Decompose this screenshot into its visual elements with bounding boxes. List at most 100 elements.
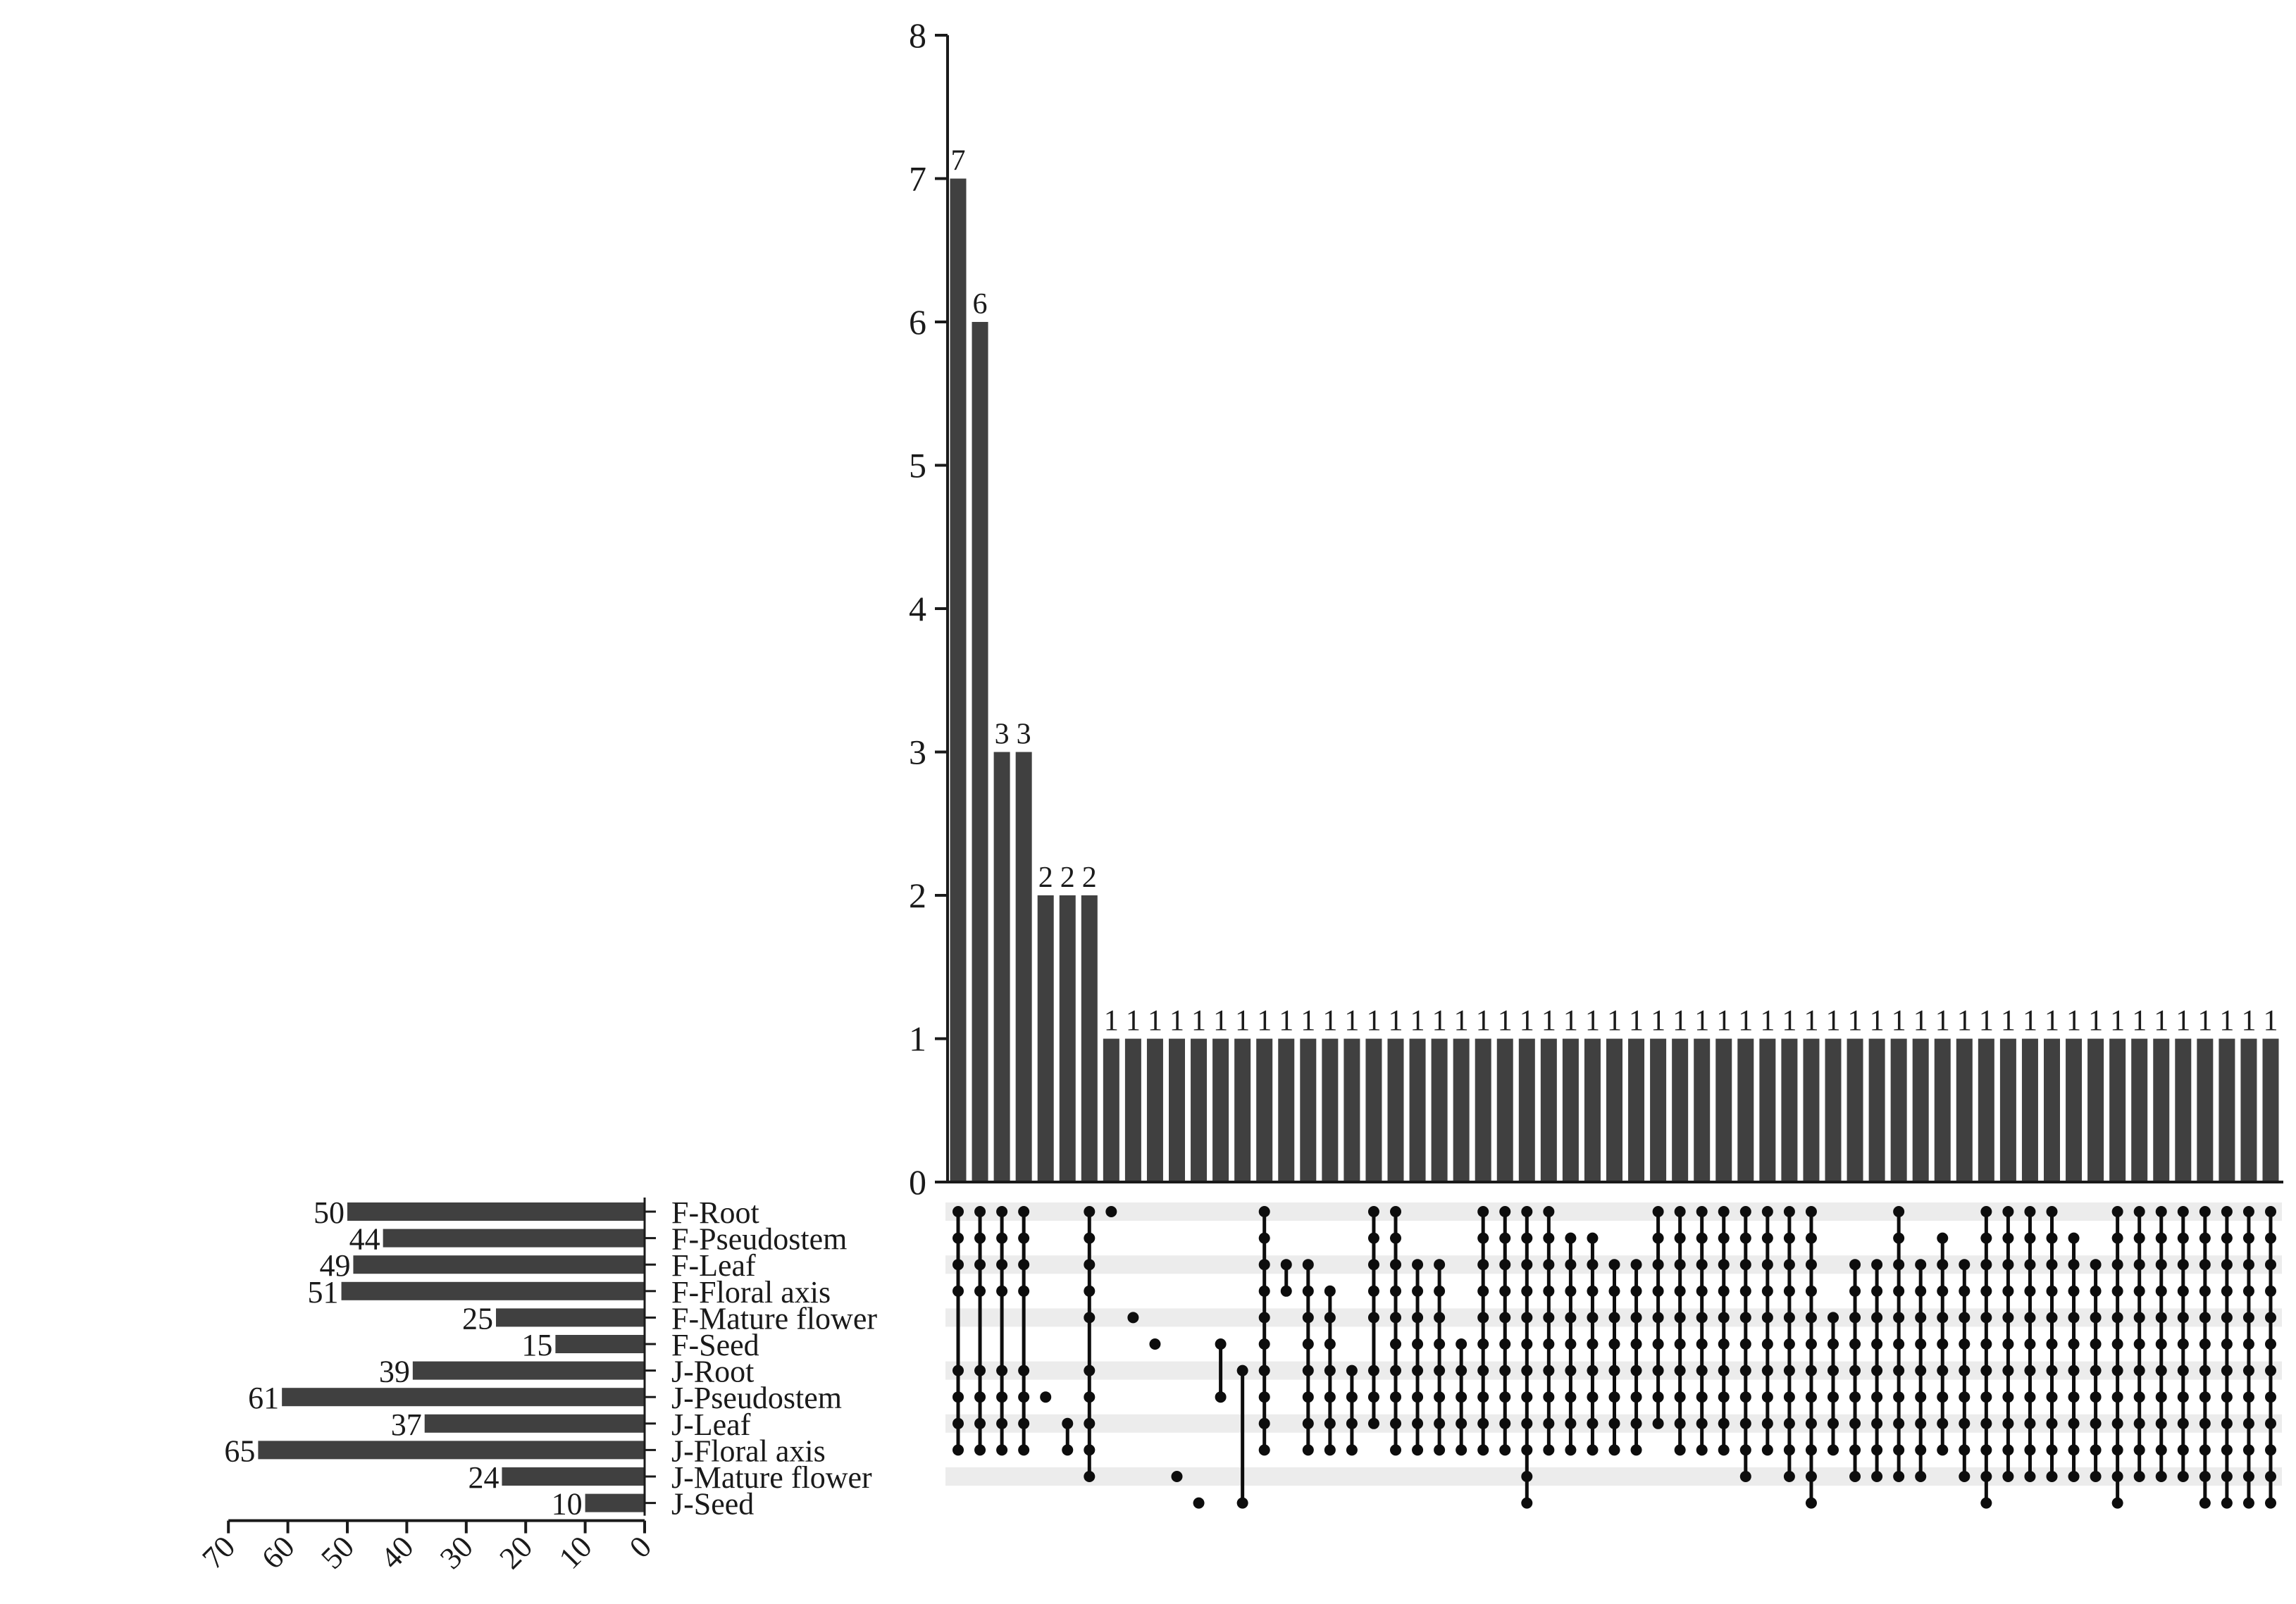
- set-size-bar: [555, 1335, 645, 1353]
- set-size-label: 25: [462, 1301, 493, 1336]
- matrix-dot: [1521, 1497, 1533, 1509]
- matrix-dot: [1324, 1391, 1336, 1403]
- matrix-dot: [1718, 1259, 1730, 1271]
- matrix-dot: [1127, 1312, 1139, 1324]
- intersection-bar: [1475, 1038, 1491, 1182]
- matrix-dot: [2068, 1312, 2080, 1324]
- intersection-bar: [2197, 1038, 2214, 1182]
- matrix-dot: [2221, 1444, 2233, 1456]
- matrix-dot: [1302, 1312, 1314, 1324]
- intersection-bar: [1409, 1038, 1426, 1182]
- matrix-dot: [1761, 1391, 1773, 1403]
- matrix-dot: [1521, 1312, 1533, 1324]
- matrix-dot: [1739, 1364, 1751, 1376]
- matrix-dot: [1805, 1259, 1817, 1271]
- matrix-dot: [1871, 1417, 1883, 1429]
- matrix-dot: [1959, 1417, 1971, 1429]
- intersection-bar: [1344, 1038, 1360, 1182]
- matrix-dot: [2024, 1338, 2036, 1350]
- intersection-bar-label: 1: [1104, 1005, 1119, 1038]
- intersection-bar-label: 1: [2197, 1005, 2212, 1038]
- matrix-dot: [2046, 1417, 2058, 1429]
- matrix-dot: [2111, 1259, 2123, 1271]
- intersection-bar-label: 1: [1520, 1005, 1534, 1038]
- intersection-bar: [1999, 1038, 2016, 1182]
- matrix-dot: [1828, 1364, 1839, 1376]
- matrix-dots: [952, 1206, 2276, 1509]
- intersection-bar-label: 1: [1344, 1005, 1359, 1038]
- y-tick-label: 6: [909, 302, 926, 342]
- matrix-dot: [1959, 1285, 1971, 1297]
- matrix-dot: [1805, 1338, 1817, 1350]
- matrix-dot: [1456, 1417, 1467, 1429]
- intersection-bar-label: 2: [1060, 862, 1075, 894]
- matrix-dot: [1499, 1364, 1511, 1376]
- matrix-dot: [1915, 1444, 1927, 1456]
- matrix-dot: [2242, 1285, 2254, 1297]
- intersection-bar: [1322, 1038, 1339, 1182]
- y-tick-label: 2: [909, 876, 926, 915]
- set-size-label: 61: [248, 1381, 279, 1415]
- matrix-dot: [1871, 1312, 1883, 1324]
- set-x-tick-label: 10: [552, 1529, 599, 1576]
- matrix-dot: [2133, 1444, 2145, 1456]
- intersection-bar-label: 1: [1848, 1005, 1863, 1038]
- intersection-bar-label: 1: [1935, 1005, 1950, 1038]
- matrix-dot: [1608, 1444, 1620, 1456]
- matrix-dot: [1761, 1338, 1773, 1350]
- matrix-dot: [1893, 1471, 1905, 1482]
- matrix-dot: [1477, 1206, 1489, 1217]
- matrix-dot: [1565, 1285, 1577, 1297]
- matrix-dot: [1499, 1259, 1511, 1271]
- matrix-dot: [1783, 1232, 1795, 1244]
- y-tick-label: 0: [909, 1162, 926, 1202]
- intersection-bar-label: 1: [1476, 1005, 1491, 1038]
- intersection-bar: [1694, 1038, 1711, 1182]
- matrix-dot: [2111, 1471, 2123, 1482]
- matrix-dot: [1062, 1444, 1074, 1456]
- matrix-dot: [2177, 1417, 2189, 1429]
- matrix-dot: [2046, 1312, 2058, 1324]
- matrix-dot: [1390, 1232, 1401, 1244]
- intersection-bar: [1146, 1038, 1163, 1182]
- matrix-dot: [1543, 1338, 1555, 1350]
- matrix-dot: [1696, 1259, 1708, 1271]
- matrix-dot: [2177, 1391, 2189, 1403]
- matrix-dot: [1718, 1444, 1730, 1456]
- matrix-dot: [2024, 1444, 2036, 1456]
- intersection-bar: [1169, 1038, 1185, 1182]
- matrix-dot: [1324, 1338, 1336, 1350]
- intersection-bar: [1278, 1038, 1295, 1182]
- set-name-j-floral-axis: J-Floral axis: [671, 1434, 826, 1468]
- matrix-dot: [2155, 1206, 2167, 1217]
- matrix-dot: [1587, 1417, 1599, 1429]
- matrix-dot: [1149, 1338, 1161, 1350]
- matrix-dot: [1084, 1232, 1096, 1244]
- matrix-dot: [1302, 1391, 1314, 1403]
- matrix-dot: [1236, 1364, 1248, 1376]
- matrix-dot: [1937, 1285, 1949, 1297]
- set-name-f-mature-flower: F-Mature flower: [671, 1301, 877, 1336]
- matrix-dot: [1674, 1232, 1686, 1244]
- matrix-dot: [952, 1417, 964, 1429]
- matrix-dot: [1105, 1206, 1117, 1217]
- matrix-dot: [1849, 1471, 1861, 1482]
- intersection-bar: [2175, 1038, 2192, 1182]
- matrix-dot: [1980, 1206, 1992, 1217]
- matrix-dot: [1674, 1417, 1686, 1429]
- matrix-dot: [2090, 1285, 2102, 1297]
- matrix-dot: [2155, 1444, 2167, 1456]
- matrix-dot: [2111, 1497, 2123, 1509]
- matrix-dot: [1521, 1338, 1533, 1350]
- intersection-bar: [2240, 1038, 2257, 1182]
- set-size-label: 50: [314, 1195, 345, 1230]
- set-size-bar: [282, 1388, 645, 1407]
- matrix-dot: [1543, 1312, 1555, 1324]
- matrix-dot: [1893, 1364, 1905, 1376]
- matrix-dot: [1849, 1259, 1861, 1271]
- matrix-dot: [2046, 1364, 2058, 1376]
- intersection-bar-label: 6: [973, 288, 988, 321]
- intersection-bar-label: 2: [1082, 862, 1097, 894]
- matrix-dot: [1412, 1444, 1424, 1456]
- matrix-dot: [1324, 1312, 1336, 1324]
